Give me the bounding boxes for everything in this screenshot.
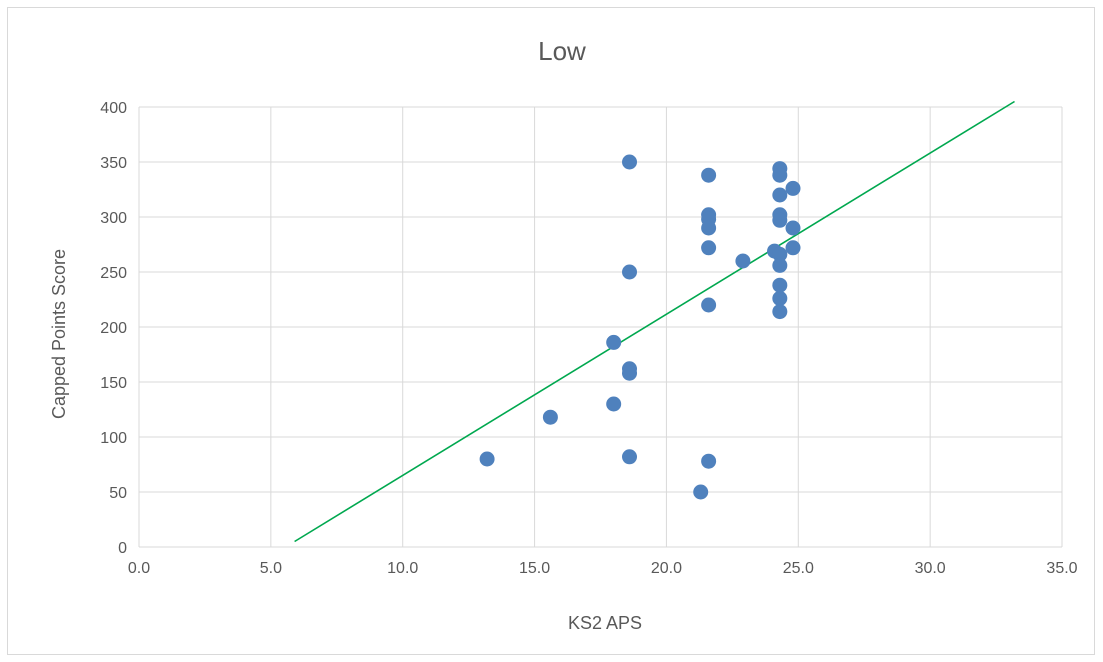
data-point — [606, 396, 622, 412]
data-point — [772, 212, 788, 228]
y-tick-label: 250 — [100, 265, 127, 282]
x-tick-label: 20.0 — [651, 560, 682, 577]
data-point — [772, 277, 788, 293]
data-point — [622, 365, 638, 381]
y-tick-label: 100 — [100, 430, 127, 447]
trendline-layer — [294, 100, 1015, 543]
y-tick-label: 400 — [100, 100, 127, 117]
data-point — [772, 167, 788, 183]
x-tick-label: 0.0 — [128, 560, 150, 577]
data-point — [772, 187, 788, 203]
data-point — [622, 449, 638, 465]
data-point — [701, 220, 717, 236]
data-point — [701, 453, 717, 469]
data-point — [622, 264, 638, 280]
data-point — [622, 154, 638, 170]
data-point — [693, 484, 709, 500]
y-tick-label: 50 — [109, 485, 127, 502]
data-point — [606, 334, 622, 350]
data-point — [785, 240, 801, 256]
scatter-chart: 0.0 5.0 10.0 15.0 20.0 25.0 30.0 35.0 0 50 100 150 2… — [49, 36, 1078, 633]
y-tick-label: 350 — [100, 155, 127, 172]
chart-title: Low — [538, 36, 586, 66]
x-tick-label: 30.0 — [915, 560, 946, 577]
y-tick-label: 0 — [118, 540, 127, 557]
x-tick-label: 25.0 — [783, 560, 814, 577]
data-point — [785, 180, 801, 196]
data-point — [772, 257, 788, 273]
tick-labels: 0.0 5.0 10.0 15.0 20.0 25.0 30.0 35.0 0 50 100 150 2… — [100, 100, 1077, 577]
y-tick-label: 200 — [100, 320, 127, 337]
data-point — [479, 451, 495, 467]
y-axis-title: Capped Points Score — [49, 249, 69, 419]
y-tick-label: 300 — [100, 210, 127, 227]
data-point — [735, 253, 751, 269]
x-tick-label: 5.0 — [260, 560, 282, 577]
data-point — [772, 290, 788, 306]
data-point — [701, 240, 717, 256]
data-point — [701, 167, 717, 183]
chart-frame: 0.0 5.0 10.0 15.0 20.0 25.0 30.0 35.0 0 50 100 150 2… — [7, 7, 1095, 655]
x-axis-title: KS2 APS — [568, 613, 642, 633]
data-points — [479, 154, 801, 500]
y-tick-label: 150 — [100, 375, 127, 392]
gridlines — [138, 106, 1063, 548]
data-point — [701, 297, 717, 313]
data-point — [542, 409, 558, 425]
x-tick-label: 10.0 — [387, 560, 418, 577]
x-tick-label: 15.0 — [519, 560, 550, 577]
data-point — [785, 220, 801, 236]
data-point — [772, 304, 788, 320]
x-tick-label: 35.0 — [1046, 560, 1077, 577]
data-point — [772, 246, 788, 262]
trendline — [294, 100, 1015, 543]
